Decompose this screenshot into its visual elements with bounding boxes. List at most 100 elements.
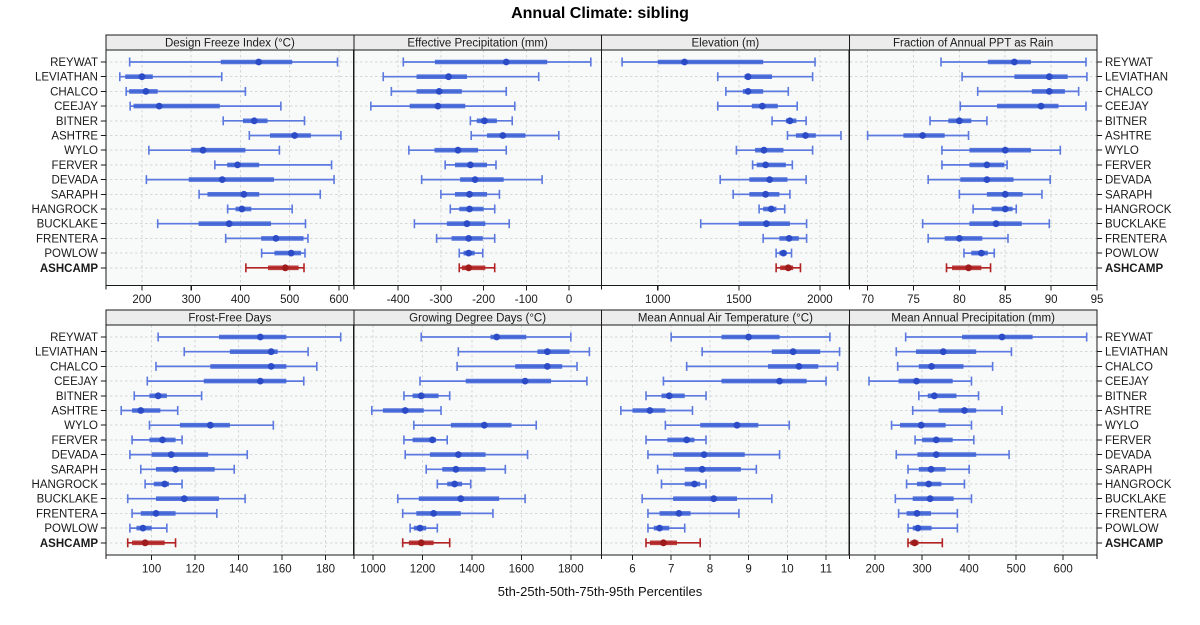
interval-row-WYLO bbox=[413, 420, 538, 430]
median-dot bbox=[927, 465, 935, 473]
median-dot bbox=[465, 235, 473, 242]
interval-row-ASHTRE bbox=[470, 131, 560, 140]
median-dot bbox=[913, 510, 921, 517]
interval-row-SARAPH bbox=[656, 464, 758, 474]
median-dot bbox=[141, 539, 149, 547]
site-label-right: CEEJAY bbox=[1105, 376, 1149, 388]
interval-row-CEEJAY bbox=[370, 101, 516, 111]
site-label-right: POWLOW bbox=[1105, 248, 1159, 260]
median-dot bbox=[1001, 190, 1009, 198]
interval-row-LEVIATHAN bbox=[382, 72, 540, 82]
interval-row-ASHTRE bbox=[248, 131, 342, 140]
interval-row-BUCKLAKE bbox=[126, 494, 246, 504]
site-label-right: WYLO bbox=[1105, 145, 1139, 157]
interval-row-CHALCO bbox=[896, 361, 994, 371]
interval-row-BITNER bbox=[918, 391, 980, 401]
x-tick-label: 120 bbox=[186, 564, 205, 576]
strip-title: Growing Degree Days (°C) bbox=[409, 313, 546, 325]
median-dot bbox=[256, 333, 264, 341]
median-dot bbox=[155, 102, 163, 110]
site-label-right: REYWAT bbox=[1105, 332, 1153, 344]
interval-row-CEEJAY bbox=[868, 376, 973, 386]
median-dot bbox=[758, 102, 766, 110]
interval-row-ASHCAMP bbox=[458, 263, 496, 273]
median-dot bbox=[238, 205, 246, 213]
x-tick-label: 6 bbox=[629, 564, 635, 576]
median-dot bbox=[762, 161, 769, 169]
median-dot bbox=[656, 524, 663, 532]
interval-row-SARAPH bbox=[198, 189, 322, 199]
x-tick-label: 75 bbox=[907, 294, 920, 306]
median-dot bbox=[786, 117, 794, 125]
interval-row-REYWAT bbox=[940, 57, 1087, 67]
interval-row-FRENTERA bbox=[224, 233, 309, 243]
median-dot bbox=[454, 451, 462, 458]
interval-row-HANGROCK bbox=[436, 479, 472, 489]
x-tick-label: 1000 bbox=[360, 564, 386, 576]
x-tick-label: 100 bbox=[142, 564, 161, 576]
site-label-right: ASHTRE bbox=[1105, 131, 1152, 143]
median-dot bbox=[267, 348, 275, 356]
interval-row-DEVADA bbox=[404, 450, 529, 460]
median-dot bbox=[543, 363, 551, 370]
interval-row-WYLO bbox=[408, 145, 508, 155]
median-dot bbox=[225, 220, 233, 228]
interval-row-CHALCO bbox=[685, 361, 839, 371]
median-dot bbox=[745, 333, 753, 341]
interval-row-ASHCAMP bbox=[126, 538, 177, 548]
x-tick-label: 200 bbox=[132, 294, 151, 306]
strip-title: Effective Precipitation (mm) bbox=[407, 38, 548, 50]
site-label-left: BITNER bbox=[56, 116, 98, 128]
median-dot bbox=[780, 249, 787, 257]
x-tick-label: 70 bbox=[861, 294, 874, 306]
median-dot bbox=[457, 495, 465, 503]
interval-row-REYWAT bbox=[904, 332, 1088, 342]
x-tick-label: 200 bbox=[866, 564, 885, 576]
interval-row-BUCKLAKE bbox=[396, 494, 526, 504]
median-dot bbox=[744, 88, 752, 95]
x-tick-label: 500 bbox=[1007, 564, 1026, 576]
median-dot bbox=[914, 524, 922, 532]
site-label-right: FRENTERA bbox=[1105, 508, 1167, 520]
x-tick-label: 8 bbox=[707, 564, 713, 576]
site-label-left: REYWAT bbox=[50, 57, 98, 69]
interval-row-CHALCO bbox=[125, 86, 247, 96]
panel-strip bbox=[848, 309, 1098, 326]
x-tick-label: -200 bbox=[472, 294, 495, 306]
median-dot bbox=[471, 176, 479, 184]
interval-row-DEVADA bbox=[719, 175, 807, 185]
interval-row-FRENTERA bbox=[762, 233, 808, 243]
site-label-left: POWLOW bbox=[44, 248, 98, 260]
median-dot bbox=[955, 117, 963, 125]
interval-row-CEEJAY bbox=[129, 101, 282, 111]
site-label-left: ASHCAMP bbox=[40, 263, 98, 275]
interval-row-ASHCAMP bbox=[945, 263, 992, 273]
median-dot bbox=[281, 264, 289, 272]
median-dot bbox=[250, 117, 258, 125]
interval-row-BITNER bbox=[133, 391, 203, 401]
x-tick-label: 10 bbox=[781, 564, 794, 576]
x-tick-label: 400 bbox=[960, 564, 979, 576]
interval-row-POWLOW bbox=[647, 523, 686, 533]
interval-row-SARAPH bbox=[732, 189, 791, 199]
interval-row-BITNER bbox=[645, 391, 707, 401]
strip-title: Mean Annual Air Temperature (°C) bbox=[638, 313, 813, 325]
interval-row-DEVADA bbox=[927, 175, 1052, 185]
x-tick-label: 400 bbox=[231, 294, 250, 306]
median-dot bbox=[218, 176, 226, 184]
interval-row-HANGROCK bbox=[226, 204, 293, 214]
interval-row-DEVADA bbox=[647, 450, 781, 460]
median-dot bbox=[139, 524, 147, 532]
median-dot bbox=[267, 363, 275, 370]
interval-row-BUCKLAKE bbox=[156, 219, 307, 229]
median-dot bbox=[785, 235, 793, 242]
interval-row-BITNER bbox=[929, 116, 988, 126]
x-tick-label: 11 bbox=[820, 564, 832, 576]
median-dot bbox=[256, 377, 264, 385]
median-dot bbox=[983, 161, 991, 169]
median-dot bbox=[762, 190, 769, 198]
median-dot bbox=[138, 73, 146, 81]
median-dot bbox=[762, 220, 770, 228]
x-tick-label: 600 bbox=[1054, 564, 1073, 576]
x-tick-label: -100 bbox=[515, 294, 538, 306]
